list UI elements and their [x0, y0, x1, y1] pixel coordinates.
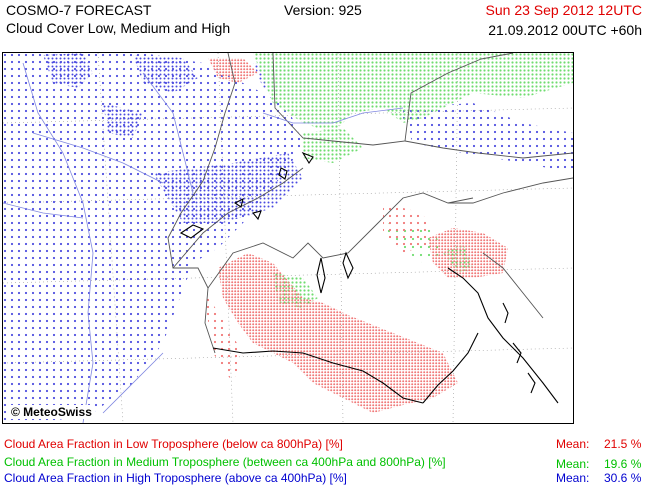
medium-cloud-field — [253, 53, 573, 308]
legend-label: Cloud Area Fraction in High Troposphere … — [4, 471, 347, 485]
rivers — [3, 62, 404, 423]
legend-mean: Mean: 30.6 % — [556, 471, 641, 485]
legend-mean: Mean: 19.6 % — [556, 457, 641, 471]
cloud-cover-map: © MeteoSwiss — [2, 52, 574, 424]
low-cloud-field — [203, 58, 508, 413]
legend-label: Cloud Area Fraction in Medium Tropospher… — [4, 455, 446, 469]
map-canvas — [3, 53, 573, 423]
mean-value: 19.6 % — [604, 457, 642, 471]
valid-time: Sun 23 Sep 2012 12UTC — [485, 2, 642, 18]
country-borders — [167, 53, 573, 354]
forecast-title: COSMO-7 FORECAST — [6, 2, 152, 18]
mean-value: 30.6 % — [604, 471, 642, 485]
lakes-and-coast — [179, 151, 559, 404]
forecast-subtitle: Cloud Cover Low, Medium and High — [6, 20, 231, 36]
mean-value: 21.5 % — [604, 437, 642, 451]
legend-mean: Mean: 21.5 % — [556, 437, 641, 451]
legend-label: Cloud Area Fraction in Low Troposphere (… — [4, 437, 343, 451]
mean-label: Mean: — [556, 437, 590, 451]
model-version: Version: 925 — [284, 2, 362, 18]
copyright-label: © MeteoSwiss — [9, 405, 94, 419]
mean-label: Mean: — [556, 471, 590, 485]
run-time: 21.09.2012 00UTC +60h — [488, 22, 642, 38]
mean-label: Mean: — [556, 457, 590, 471]
